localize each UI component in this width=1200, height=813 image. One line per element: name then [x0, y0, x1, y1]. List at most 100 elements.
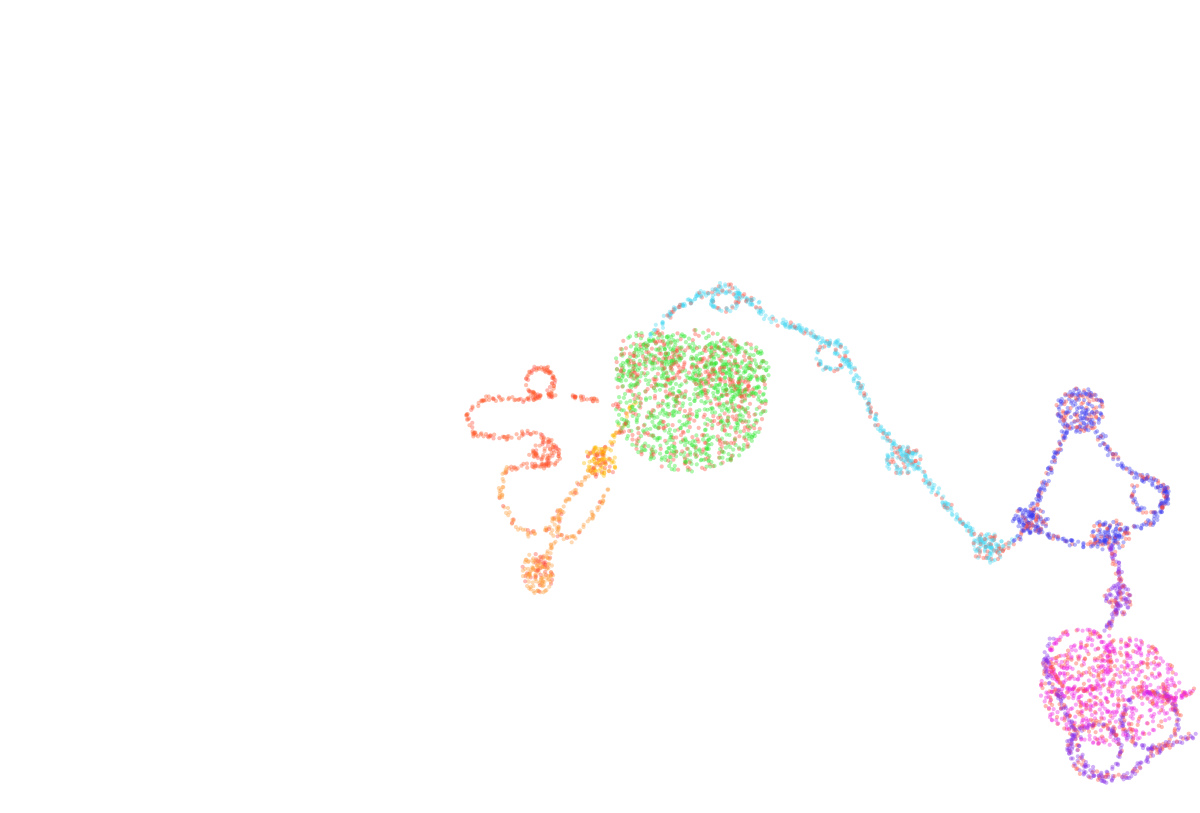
- particle-dot: [546, 391, 551, 396]
- particle-dot: [1140, 731, 1145, 736]
- particle-dot: [1083, 763, 1088, 768]
- particle-dot: [1059, 429, 1064, 434]
- particle-dot: [599, 457, 604, 462]
- particle-dot: [567, 497, 572, 502]
- particle-dot: [557, 447, 562, 453]
- particle-dot: [535, 392, 540, 397]
- particle-dot: [598, 449, 604, 454]
- particle-dot: [500, 495, 505, 500]
- particle-dot: [1116, 570, 1121, 575]
- particle-dot: [1058, 697, 1063, 703]
- particle-dot: [718, 338, 724, 343]
- particle-dot: [550, 516, 555, 521]
- particle-dot: [555, 508, 561, 513]
- particle-dot: [701, 447, 706, 452]
- particle-dot: [557, 456, 563, 461]
- particle-dot: [1097, 707, 1102, 712]
- particle-dot: [491, 396, 496, 401]
- particle-dot: [528, 389, 534, 394]
- particle-dot: [554, 448, 559, 454]
- particle-dot: [558, 510, 563, 515]
- particle-dot: [1089, 770, 1095, 775]
- particle-dot: [639, 452, 644, 457]
- particle-dot: [693, 332, 698, 337]
- particle-dot: [987, 558, 993, 563]
- particle-dot: [704, 464, 709, 469]
- particle-dot: [1057, 447, 1062, 452]
- particle-dot: [538, 393, 543, 398]
- particle-dot: [720, 354, 725, 359]
- particle-dot: [546, 461, 551, 466]
- particle-dot: [675, 331, 680, 336]
- particle-dot: [1106, 532, 1111, 538]
- particle-dot: [470, 404, 475, 409]
- particle-dot: [630, 432, 635, 438]
- particle-dot: [627, 428, 632, 434]
- particle-dot: [1077, 694, 1082, 699]
- particle-dot: [845, 357, 851, 362]
- particle-dot: [603, 444, 608, 449]
- particle-dot: [552, 516, 557, 522]
- particle-dot: [535, 588, 540, 594]
- particle-dot: [743, 348, 748, 354]
- particle-dot: [543, 525, 549, 531]
- particle-dot: [717, 401, 722, 406]
- particle-dot: [1103, 530, 1108, 535]
- particle-dot: [509, 464, 514, 469]
- particle-dot: [917, 466, 923, 471]
- particle-dot: [926, 481, 931, 486]
- particle-dot: [555, 509, 560, 514]
- particle-dot: [614, 356, 619, 361]
- particle-dot: [1062, 726, 1067, 731]
- particle-dot: [1111, 455, 1116, 460]
- particle-dot: [993, 542, 998, 547]
- particle-dot: [1065, 410, 1070, 415]
- particle-dot: [547, 453, 552, 458]
- particle-dot: [546, 459, 551, 464]
- particle-dot: [556, 515, 561, 520]
- particle-dot: [1122, 684, 1127, 689]
- particle-dot: [541, 553, 546, 558]
- particle-dot: [584, 449, 590, 454]
- particle-dot: [1165, 666, 1170, 671]
- particle-dot: [728, 352, 733, 357]
- particle-dot: [536, 365, 541, 370]
- particle-dot: [573, 394, 578, 399]
- particle-dot: [531, 454, 536, 459]
- particle-dot: [523, 574, 528, 579]
- particle-dot: [1091, 534, 1096, 539]
- particle-dot: [664, 402, 669, 407]
- particle-dot: [591, 513, 596, 518]
- particle-dot: [625, 388, 630, 393]
- particle-dot: [1110, 639, 1115, 644]
- particle-dot: [1140, 745, 1146, 751]
- particle-dot: [646, 410, 651, 415]
- particle-dot: [480, 398, 485, 403]
- particle-dot: [693, 377, 699, 382]
- particle-dot: [740, 420, 745, 425]
- particle-dot: [538, 554, 543, 559]
- particle-dot: [542, 446, 547, 451]
- particle-dot: [501, 485, 506, 490]
- particle-dot: [531, 390, 537, 395]
- particle-dot: [1127, 677, 1132, 682]
- particle-dot: [548, 570, 554, 575]
- particle-dot: [569, 534, 575, 539]
- particle-dot: [1098, 677, 1103, 682]
- particle-dot: [1099, 401, 1104, 407]
- particle-dot: [742, 398, 748, 403]
- particle-dot: [1038, 508, 1043, 513]
- particle-dot: [592, 396, 597, 401]
- particle-dot: [788, 320, 793, 325]
- particle-dot: [582, 461, 587, 466]
- particle-dot: [633, 347, 639, 352]
- particle-dot: [540, 440, 545, 445]
- particle-dot: [520, 431, 525, 436]
- particle-dot: [1169, 734, 1174, 739]
- particle-dot: [629, 371, 634, 377]
- particle-dot: [706, 328, 711, 333]
- particle-dot: [673, 381, 679, 387]
- particle-dot: [999, 539, 1004, 544]
- particle-dot: [1046, 472, 1051, 477]
- particle-dot: [702, 407, 707, 412]
